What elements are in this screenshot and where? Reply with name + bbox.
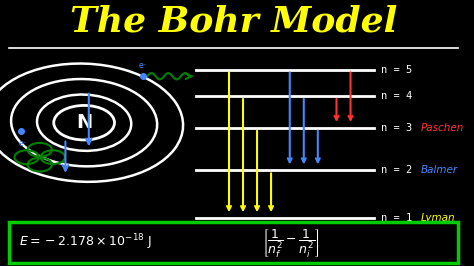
Text: Paschen: Paschen (420, 123, 464, 133)
Text: e⁻: e⁻ (138, 61, 147, 70)
Text: n = 2: n = 2 (381, 165, 412, 176)
Text: N: N (76, 113, 92, 132)
Text: e⁻: e⁻ (19, 139, 27, 148)
Text: n = 3: n = 3 (381, 123, 412, 133)
Text: The Bohr Model: The Bohr Model (70, 5, 397, 39)
FancyBboxPatch shape (9, 222, 458, 263)
Text: $\left[\dfrac{1}{n_f^{2}} - \dfrac{1}{n_i^{2}}\right]$: $\left[\dfrac{1}{n_f^{2}} - \dfrac{1}{n_… (262, 227, 319, 259)
Text: $E = -2.178 \times 10^{-18}\ \mathrm{J}$: $E = -2.178 \times 10^{-18}\ \mathrm{J}$ (18, 233, 152, 252)
Text: Lyman: Lyman (420, 213, 455, 223)
Text: n = 4: n = 4 (381, 91, 412, 101)
Text: n = 5: n = 5 (381, 65, 412, 75)
Text: n = 1: n = 1 (381, 213, 412, 223)
Text: Balmer: Balmer (420, 165, 458, 176)
